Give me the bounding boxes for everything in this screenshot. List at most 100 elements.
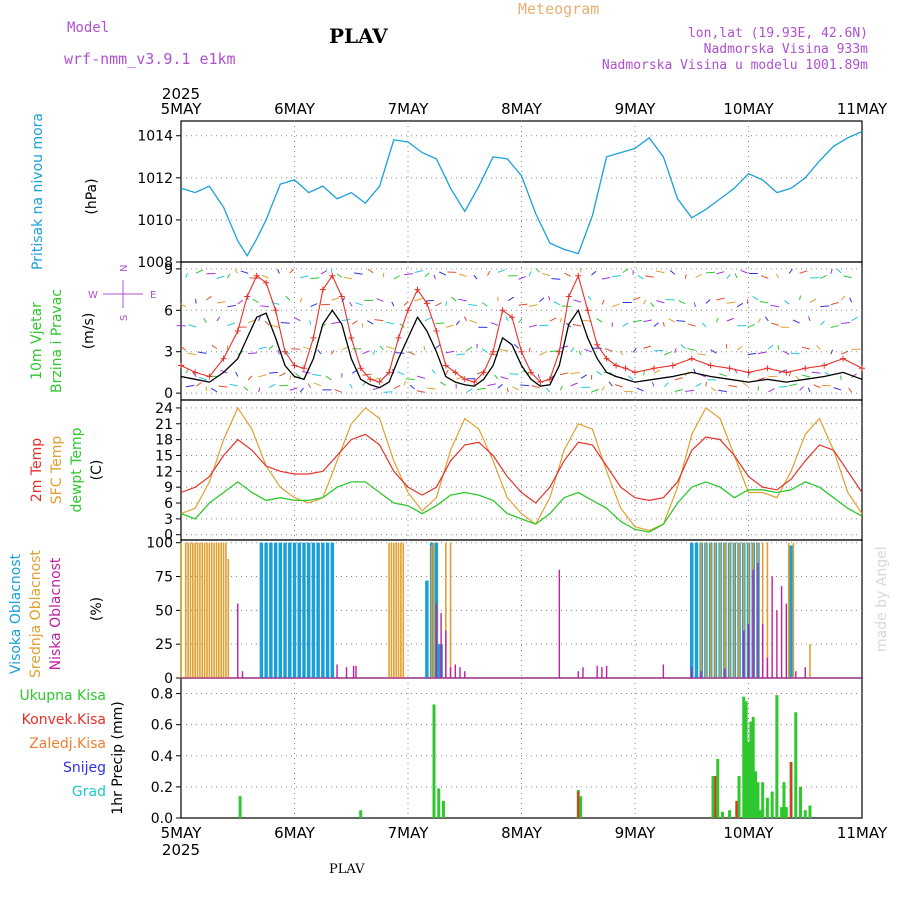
wind-arrow — [528, 271, 532, 277]
wind-gust-marker — [783, 369, 790, 376]
wind-arrow — [601, 276, 611, 280]
wind-arrow — [676, 320, 686, 322]
precip-bar — [711, 776, 715, 818]
cloud-high-bar — [273, 542, 278, 678]
wind-arrow — [320, 270, 328, 275]
wind-arrow — [784, 299, 790, 305]
wind-arrow — [229, 383, 238, 387]
wind-arrow — [570, 347, 575, 352]
wind-arrow — [757, 318, 762, 323]
wind-arrow — [541, 272, 551, 276]
wind-arrow — [736, 302, 744, 308]
precip-bar — [737, 776, 741, 818]
wind-arrow — [559, 385, 563, 391]
wind-arrow — [548, 295, 551, 301]
wind-arrow — [271, 324, 280, 328]
precip-bar — [441, 800, 445, 818]
cloud-high-bar — [325, 542, 330, 678]
wind-arrow — [499, 348, 509, 352]
wind-arrow — [570, 372, 580, 375]
cloud-high-bar — [283, 542, 287, 678]
wind-arrow — [665, 298, 675, 301]
wind-arrow — [537, 374, 540, 379]
wind-arrow — [341, 318, 351, 322]
wind-arrow — [497, 383, 503, 389]
bottom-tick-label: 10MAY — [723, 824, 774, 842]
wind-arrow — [424, 299, 434, 302]
wind-arrow — [633, 319, 642, 323]
wind-gust-marker — [300, 365, 307, 372]
wind-arrow — [608, 381, 613, 387]
wind-gust-marker — [272, 307, 279, 314]
wind-arrow — [757, 386, 760, 391]
wind-gust-marker — [802, 365, 809, 372]
wind-arrow — [747, 324, 756, 328]
cloud-high-bar — [278, 542, 283, 678]
pressure-y-tick-label: 1008 — [137, 255, 173, 271]
wind-arrow — [775, 273, 780, 279]
precip-legend-item: Snijeg — [63, 760, 106, 776]
wind-arrow — [260, 305, 270, 308]
wind-arrow — [258, 316, 261, 322]
wind-arrow — [440, 381, 447, 386]
wind-arrow — [572, 323, 582, 327]
wind-arrow — [331, 321, 340, 325]
wind-arrow — [349, 301, 353, 307]
wind-arrow — [445, 350, 455, 354]
cloud-high-bar — [292, 542, 297, 678]
wind-arrow — [379, 345, 384, 351]
wind-ylabel2: Brzina i Pravac — [49, 289, 65, 393]
wind-arrow — [455, 320, 460, 326]
top-tick-label: 9MAY — [615, 100, 657, 118]
wind-arrow — [349, 383, 353, 389]
wind-arrow — [788, 371, 792, 377]
precip-ylabel: 1hr Precip (mm) — [110, 701, 126, 814]
cloud-high-bar — [288, 542, 292, 678]
wind-arrow — [268, 371, 278, 374]
pressure-unit: (hPa) — [84, 178, 100, 214]
top-tick-label: 5MAY — [161, 100, 203, 118]
wind-arrow — [840, 350, 849, 355]
wind-arrow — [820, 320, 825, 326]
wind-arrow — [506, 387, 509, 393]
wind-gust-marker — [310, 334, 317, 341]
wind-arrow — [601, 386, 605, 391]
wind-arrow — [579, 267, 582, 273]
wind-unit: (m/s) — [81, 313, 97, 350]
wind-gust-marker — [556, 348, 563, 355]
wind-arrow — [226, 273, 231, 279]
temp-ylabel2: SFC Temp — [49, 436, 65, 505]
wind-arrow — [539, 351, 547, 356]
wind-gust-marker — [376, 379, 383, 386]
wind-arrow — [211, 344, 218, 350]
wind-arrow — [289, 268, 295, 274]
precip-bar — [803, 810, 807, 818]
wind-arrow — [662, 322, 665, 327]
wind-arrow — [185, 384, 195, 388]
cloud-high-bar — [306, 542, 311, 678]
wind-arrow — [716, 297, 725, 301]
wind-arrow — [687, 323, 696, 327]
wind-arrow — [759, 301, 769, 304]
wind-arrow — [473, 274, 478, 280]
bottom-tick-label: 8MAY — [501, 824, 543, 842]
wind-gust-marker — [178, 362, 184, 369]
wind-arrow — [279, 372, 286, 377]
wind-arrow — [849, 297, 853, 303]
wind-arrow — [393, 275, 400, 280]
wind-arrow — [830, 302, 839, 306]
wind-arrow — [656, 300, 665, 304]
cloud-high-bar — [264, 542, 268, 678]
wind-arrow — [414, 298, 423, 302]
top-year-label: 2025 — [162, 85, 200, 103]
wind-arrow — [258, 374, 267, 378]
wind-arrow — [513, 344, 519, 349]
grid-lines — [176, 121, 862, 819]
pressure-y-tick-label: 1014 — [137, 129, 173, 145]
wind-arrow — [604, 348, 613, 352]
wind-arrow — [195, 269, 204, 274]
wind-arrow — [768, 344, 774, 350]
wind-arrow — [512, 386, 519, 391]
wind-arrow — [771, 322, 779, 326]
